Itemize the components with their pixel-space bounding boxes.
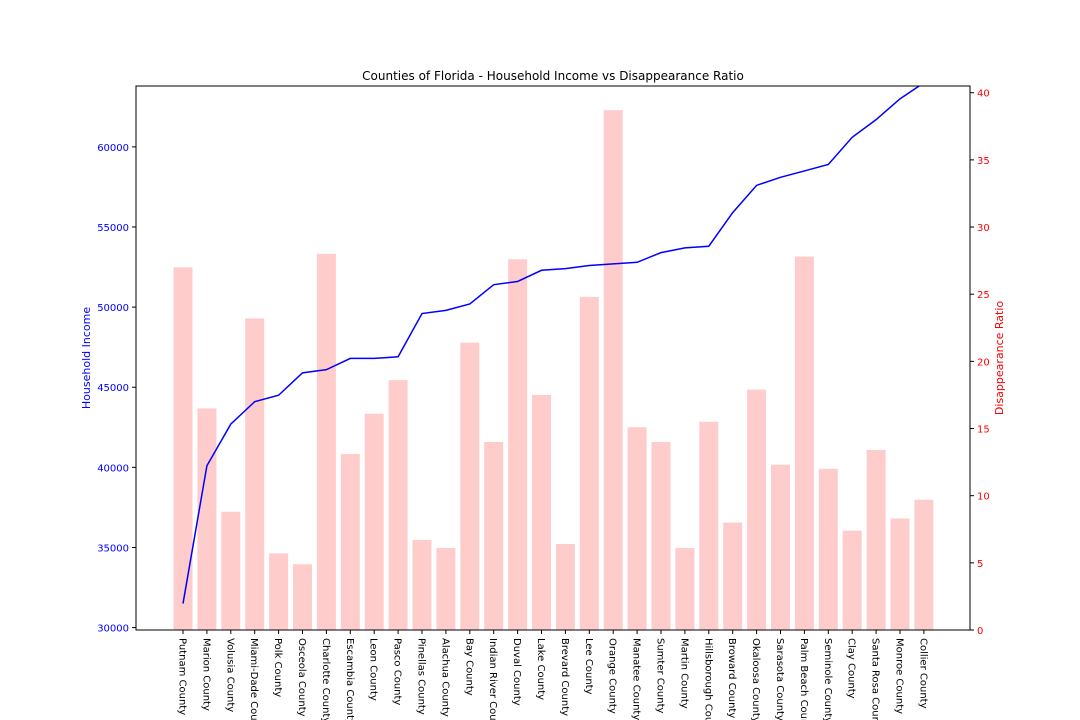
bar bbox=[723, 522, 743, 630]
bar bbox=[747, 389, 767, 630]
bar bbox=[627, 427, 647, 630]
bar bbox=[651, 441, 671, 630]
right-tick-label: 5 bbox=[977, 559, 983, 570]
x-tick-label: Pinellas County bbox=[416, 638, 427, 715]
x-tick-label: Polk County bbox=[272, 638, 283, 697]
right-tick-label: 40 bbox=[977, 89, 990, 100]
x-tick-label: Volusia County bbox=[224, 638, 235, 712]
right-tick-label: 35 bbox=[977, 156, 990, 167]
x-tick-label: Hillsborough County bbox=[702, 638, 713, 720]
bar bbox=[532, 394, 551, 630]
x-tick-label: Miami-Dade County bbox=[248, 638, 259, 720]
bar bbox=[221, 511, 241, 630]
bar bbox=[293, 564, 312, 630]
plot-frame bbox=[135, 85, 971, 631]
chart-title: Counties of Florida - Household Income v… bbox=[362, 69, 744, 83]
bar bbox=[316, 253, 336, 630]
left-tick-label: 55000 bbox=[97, 223, 129, 234]
x-tick-label: Monroe County bbox=[894, 638, 905, 714]
x-tick-label: Palm Beach County bbox=[798, 638, 809, 720]
x-tick-label: Collier County bbox=[917, 638, 928, 709]
left-tick-label: 60000 bbox=[97, 143, 129, 154]
x-tick-label: Lee County bbox=[583, 638, 594, 695]
x-tick-label: Sumter County bbox=[655, 638, 666, 713]
bar bbox=[771, 464, 790, 630]
bar bbox=[412, 540, 432, 630]
x-tick-label: Charlotte County bbox=[320, 638, 331, 720]
x-tick-label: Seminole County bbox=[822, 638, 833, 720]
x-tick-label: Okaloosa County bbox=[750, 638, 761, 720]
right-tick-label: 25 bbox=[977, 290, 990, 301]
bar bbox=[603, 110, 623, 630]
x-tick-label: Pasco County bbox=[392, 638, 403, 705]
bar bbox=[460, 342, 480, 630]
bar bbox=[866, 450, 886, 630]
x-tick-label: Marion County bbox=[200, 638, 211, 711]
right-y-axis-label: Disappearance Ratio bbox=[993, 301, 1006, 416]
bar bbox=[340, 454, 360, 630]
left-tick-label: 40000 bbox=[97, 463, 129, 474]
x-axis: Putnam County Marion County Volusia County… bbox=[177, 630, 928, 720]
right-tick-label: 0 bbox=[977, 626, 983, 637]
bar bbox=[794, 256, 814, 630]
bar bbox=[269, 553, 289, 630]
bar bbox=[842, 530, 862, 630]
bar bbox=[890, 518, 910, 630]
left-tick-label: 50000 bbox=[97, 303, 129, 314]
x-tick-label: Clay County bbox=[846, 638, 857, 699]
x-tick-label: Sarasota County bbox=[774, 638, 785, 720]
x-tick-label: Brevard County bbox=[559, 638, 570, 716]
left-y-axis-label: Household Income bbox=[80, 307, 93, 409]
bar bbox=[555, 544, 575, 630]
bar bbox=[699, 421, 719, 630]
x-tick-label: Martin County bbox=[678, 638, 689, 709]
bar bbox=[579, 296, 599, 630]
x-tick-label: Indian River County bbox=[487, 638, 498, 720]
bar bbox=[484, 441, 504, 630]
left-tick-label: 35000 bbox=[97, 543, 129, 554]
bar bbox=[508, 259, 528, 630]
bar bbox=[173, 267, 193, 630]
bar bbox=[245, 318, 265, 630]
line-series bbox=[182, 86, 921, 604]
x-tick-label: Orange County bbox=[607, 638, 618, 714]
right-tick-label: 20 bbox=[977, 357, 990, 368]
bar-series bbox=[173, 110, 934, 630]
right-y-axis: 0 5 10 15 20 25 30 35 40 bbox=[970, 89, 990, 637]
right-tick-label: 15 bbox=[977, 425, 990, 436]
bar bbox=[388, 380, 408, 630]
right-tick-label: 10 bbox=[977, 492, 990, 503]
x-tick-label: Lake County bbox=[535, 638, 546, 700]
left-y-axis: 30000 35000 40000 45000 50000 55000 60000 bbox=[97, 143, 136, 635]
bar bbox=[364, 413, 384, 630]
x-tick-label: Bay County bbox=[463, 638, 474, 696]
x-tick-label: Broward County bbox=[726, 638, 737, 718]
x-tick-label: Alachua County bbox=[439, 638, 450, 717]
x-tick-label: Escambia County bbox=[344, 638, 355, 720]
bar bbox=[675, 548, 695, 630]
x-tick-label: Putnam County bbox=[177, 638, 188, 715]
x-tick-label: Santa Rosa County bbox=[870, 638, 881, 720]
left-tick-label: 30000 bbox=[97, 624, 129, 635]
x-tick-label: Osceola County bbox=[296, 638, 307, 717]
right-tick-label: 30 bbox=[977, 223, 990, 234]
bar bbox=[436, 548, 456, 630]
left-tick-label: 45000 bbox=[97, 383, 129, 394]
x-tick-label: Manatee County bbox=[631, 638, 642, 720]
household-income-line bbox=[182, 86, 921, 604]
bar bbox=[197, 408, 217, 630]
bar bbox=[914, 499, 934, 630]
x-tick-label: Duval County bbox=[511, 638, 522, 706]
bar bbox=[818, 468, 838, 630]
x-tick-label: Leon County bbox=[368, 638, 379, 701]
